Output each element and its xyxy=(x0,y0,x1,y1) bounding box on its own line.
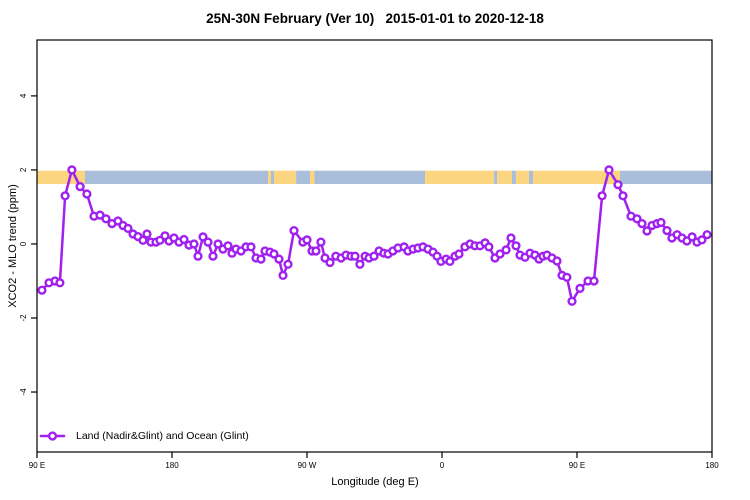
x-tick-label: 0 xyxy=(440,461,445,470)
data-point-marker xyxy=(454,249,464,259)
x-tick-label: 90 E xyxy=(29,461,45,470)
data-point-marker xyxy=(589,276,599,286)
data-point-marker xyxy=(325,257,335,268)
chart-title: 25N-30N February (Ver 10) 2015-01-01 to … xyxy=(206,11,544,26)
data-point-marker xyxy=(656,217,666,228)
data-point-marker xyxy=(138,235,148,245)
data-point-marker xyxy=(642,226,652,236)
x-tick-label: 90 E xyxy=(569,461,585,470)
data-point-marker xyxy=(189,239,199,249)
data-point-marker xyxy=(567,296,577,306)
data-point-marker xyxy=(256,254,266,264)
data-point-marker xyxy=(203,237,213,247)
data-point-marker xyxy=(123,223,133,234)
land-band-segment xyxy=(533,170,620,184)
data-point-marker xyxy=(283,259,293,269)
y-tick-label: -2 xyxy=(19,314,28,322)
x-tick-label: 90 W xyxy=(298,461,317,470)
land-band-segment xyxy=(268,170,271,184)
y-tick-label: 2 xyxy=(19,167,28,172)
data-point-marker xyxy=(506,233,516,243)
land-band-segment xyxy=(516,170,529,184)
land-band-segment xyxy=(274,170,297,184)
data-point-marker xyxy=(208,251,218,261)
land-band-segment xyxy=(310,170,315,184)
data-point-marker xyxy=(511,241,521,251)
data-point-marker xyxy=(37,285,47,295)
data-point-marker xyxy=(269,249,279,259)
data-point-marker xyxy=(316,237,326,247)
ocean-band-segment xyxy=(314,170,426,184)
ocean-band-segment xyxy=(85,170,268,184)
data-point-marker xyxy=(575,283,585,294)
data-point-marker xyxy=(82,189,92,199)
data-point-marker xyxy=(350,251,360,261)
data-point-marker xyxy=(223,241,233,251)
ocean-band-segment xyxy=(271,170,274,184)
data-point-marker xyxy=(246,242,256,252)
plot-border xyxy=(36,39,713,453)
ocean-band-segment xyxy=(512,170,516,184)
data-point-marker xyxy=(637,219,647,229)
data-point-marker xyxy=(369,251,379,261)
y-tick-label: 0 xyxy=(19,241,28,246)
data-point-marker xyxy=(552,256,562,266)
data-point-marker xyxy=(274,254,284,264)
data-point-marker xyxy=(355,259,365,269)
data-point-marker xyxy=(278,270,288,281)
data-point-marker xyxy=(597,191,607,201)
data-point-marker xyxy=(60,191,70,201)
data-point-marker xyxy=(55,278,65,288)
data-point-marker xyxy=(289,226,299,236)
y-tick-label: 4 xyxy=(19,93,28,98)
data-point-marker xyxy=(501,245,511,255)
data-point-marker xyxy=(142,229,152,239)
data-point-marker xyxy=(662,226,672,236)
land-band-segment xyxy=(497,170,513,184)
data-point-marker xyxy=(75,182,85,192)
data-point-marker xyxy=(445,256,455,267)
ocean-band-segment xyxy=(529,170,533,184)
data-point-marker xyxy=(484,242,494,252)
data-point-marker xyxy=(687,232,697,242)
data-point-marker xyxy=(618,191,628,201)
data-point-marker xyxy=(302,235,312,245)
x-axis-label: Longitude (deg E) xyxy=(331,476,419,488)
data-point-marker xyxy=(101,214,111,224)
ocean-band-segment xyxy=(296,170,310,184)
data-point-marker xyxy=(562,272,572,282)
legend-circle-marker xyxy=(47,431,58,441)
data-point-marker xyxy=(67,165,77,175)
data-point-marker xyxy=(702,230,712,240)
data-point-marker xyxy=(311,246,321,256)
land-band-segment xyxy=(425,170,495,184)
data-point-marker xyxy=(495,249,505,259)
x-tick-label: 180 xyxy=(165,461,179,470)
x-tick-label: 180 xyxy=(705,461,719,470)
y-tick-label: -4 xyxy=(19,388,28,396)
data-point-marker xyxy=(613,180,623,190)
ocean-band-segment xyxy=(620,170,712,184)
data-point-marker xyxy=(697,235,707,245)
ocean-band-segment xyxy=(494,170,498,184)
legend-label: Land (Nadir&Glint) and Ocean (Glint) xyxy=(76,430,249,442)
data-point-marker xyxy=(213,239,223,249)
data-point-marker xyxy=(193,251,203,261)
data-point-marker xyxy=(198,232,208,242)
data-point-marker xyxy=(604,165,614,175)
data-point-marker xyxy=(179,234,189,245)
